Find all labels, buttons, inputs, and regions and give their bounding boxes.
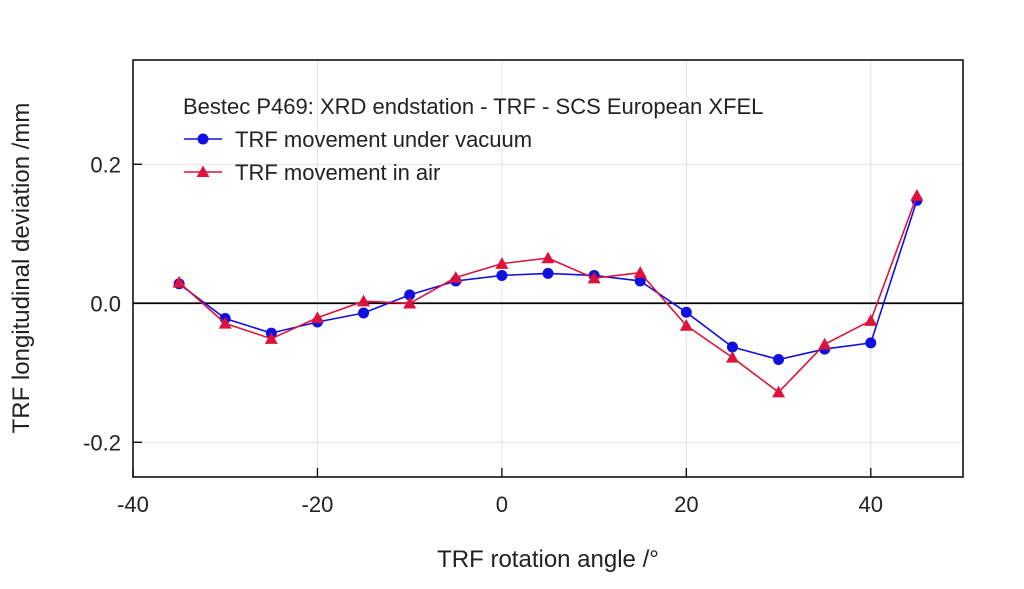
- data-point: [404, 289, 416, 301]
- data-point: [403, 296, 417, 309]
- x-tick-label: 0: [496, 492, 508, 517]
- data-point: [496, 269, 508, 281]
- data-point: [772, 385, 786, 398]
- x-tick-label: 40: [859, 492, 883, 517]
- x-axis-title: TRF rotation angle /°: [437, 546, 659, 573]
- x-tick-label: 20: [674, 492, 698, 517]
- data-point: [773, 354, 785, 366]
- data-point: [864, 314, 878, 326]
- x-tick-label: -20: [302, 492, 334, 517]
- data-point: [725, 350, 739, 363]
- y-tick-label: 0.2: [90, 152, 121, 177]
- axis-ticks: -40 -20 0 20 40 -0.2 0.0 0.2: [83, 152, 883, 517]
- legend-marker-air: [196, 165, 210, 177]
- legend-marker-vacuum: [197, 133, 209, 145]
- data-point: [172, 275, 186, 288]
- legend-label-air: TRF movement in air: [235, 160, 440, 185]
- data-point: [680, 306, 692, 318]
- data-point: [726, 341, 738, 353]
- y-tick-label: 0.0: [90, 291, 121, 316]
- series-1: [172, 189, 924, 398]
- data-point: [679, 318, 693, 331]
- y-axis-title: TRF longitudinal deviation /mm: [8, 103, 35, 434]
- x-tick-label: -40: [117, 492, 149, 517]
- series-layer: [172, 189, 924, 398]
- series-0: [173, 194, 923, 366]
- data-point: [495, 257, 509, 269]
- data-point: [541, 251, 555, 264]
- data-point: [818, 337, 832, 350]
- series-line: [178, 200, 918, 361]
- data-point: [865, 337, 877, 349]
- data-point: [633, 266, 647, 278]
- y-tick-label: -0.2: [83, 430, 121, 455]
- data-point: [358, 307, 370, 319]
- data-point: [542, 267, 554, 279]
- data-point: [634, 275, 646, 287]
- legend: TRF movement under vacuum TRF movement i…: [184, 127, 532, 185]
- series-line: [178, 195, 918, 394]
- data-point: [910, 189, 924, 201]
- plot-frame: [132, 59, 964, 478]
- data-point: [218, 316, 232, 329]
- legend-label-vacuum: TRF movement under vacuum: [235, 127, 532, 152]
- data-point: [357, 294, 371, 307]
- data-point: [587, 271, 601, 284]
- data-point: [449, 271, 463, 283]
- data-point: [310, 311, 324, 324]
- chart-title: Bestec P469: XRD endstation - TRF - SCS …: [183, 94, 763, 119]
- data-point: [264, 332, 278, 344]
